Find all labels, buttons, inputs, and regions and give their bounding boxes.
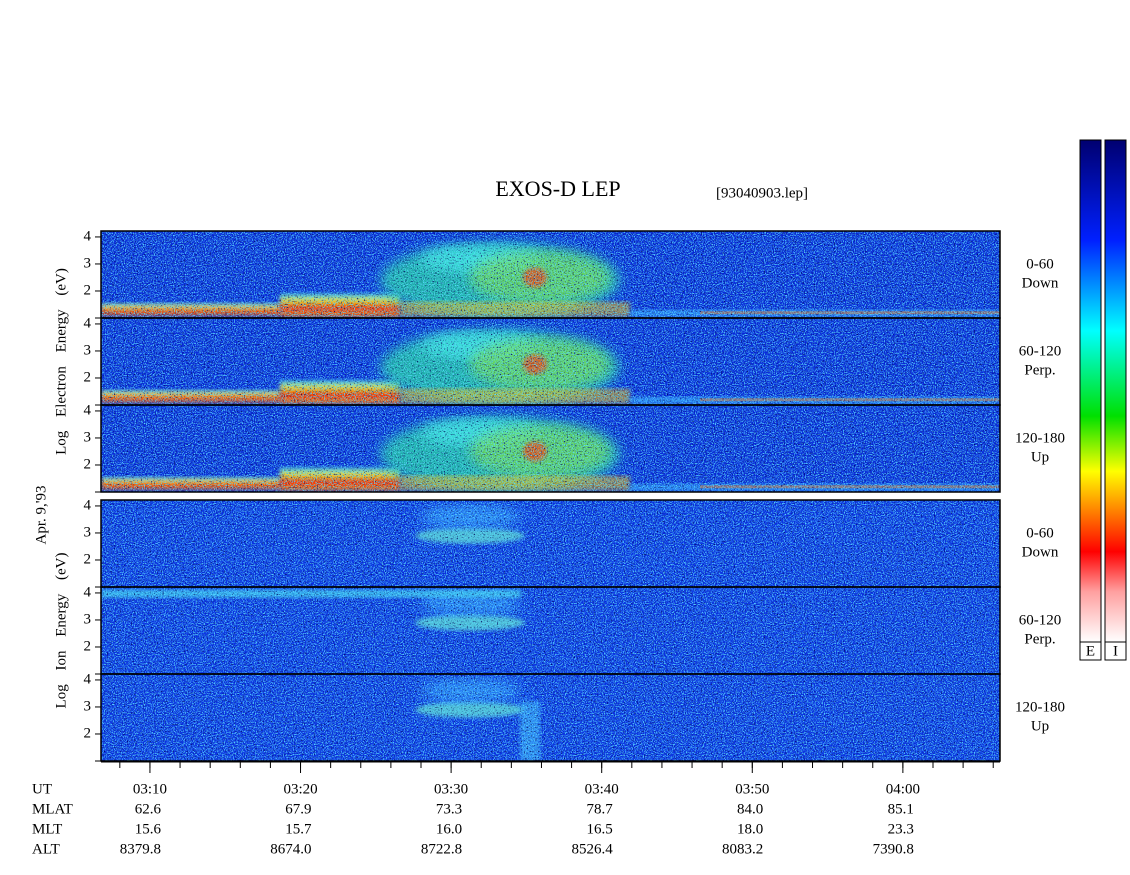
ephemeris-value: 16.5 [586, 821, 612, 837]
ephemeris-value: 8083.2 [722, 841, 763, 857]
y-tick-label: 3 [84, 429, 92, 445]
panel-label: 120-180 [1015, 430, 1065, 446]
y-tick-label: 3 [84, 342, 92, 358]
colorbar-label: E [1086, 643, 1095, 659]
panel-label: Perp. [1024, 631, 1055, 647]
noise [101, 587, 1000, 674]
colorbar [1104, 139, 1127, 643]
noise [101, 318, 1000, 405]
x-tick-label: 03:40 [585, 781, 619, 797]
y-tick-label: 2 [84, 638, 92, 654]
y-tick-label: 3 [84, 524, 92, 540]
panels [101, 231, 1000, 761]
spectrogram [101, 231, 1000, 318]
noise [101, 405, 1000, 492]
ephemeris-value: 18.0 [737, 821, 763, 837]
x-tick-label: 03:50 [735, 781, 769, 797]
y-tick-label: 3 [84, 255, 92, 271]
ephemeris-value: 67.9 [285, 801, 311, 817]
noise [101, 500, 1000, 587]
date-label: Apr. 9,'93 [33, 486, 49, 545]
y-tick-label: 2 [84, 551, 92, 567]
ephemeris-value: 8379.8 [120, 841, 161, 857]
ephemeris-value: 84.0 [737, 801, 763, 817]
y-tick-label: 4 [84, 315, 92, 331]
row-label: UT [32, 781, 52, 797]
y-tick-label: 2 [84, 369, 92, 385]
title: EXOS-D LEP [495, 176, 620, 201]
y-axis-label: Log Electron Energy (eV) [53, 268, 69, 455]
ephemeris-value: 15.7 [285, 821, 312, 837]
panel-label: 120-180 [1015, 699, 1065, 715]
panel-label: Up [1031, 449, 1049, 465]
x-tick-label: 04:00 [886, 781, 920, 797]
panel-label: 0-60 [1026, 525, 1054, 541]
y-tick-label: 4 [84, 402, 92, 418]
x-tick-label: 03:20 [283, 781, 317, 797]
colorbar-label-box [1079, 641, 1102, 661]
y-tick-label: 2 [84, 282, 92, 298]
ephemeris-value: 7390.8 [873, 841, 914, 857]
row-label: ALT [32, 841, 60, 857]
x-tick-label: 03:30 [434, 781, 468, 797]
colorbar [1079, 139, 1102, 643]
y-tick-label: 4 [84, 228, 92, 244]
panel-label: Down [1022, 544, 1059, 560]
y-tick-label: 2 [84, 456, 92, 472]
spectrogram [101, 500, 1000, 587]
ephemeris-value: 23.3 [888, 821, 914, 837]
ephemeris-value: 78.7 [586, 801, 613, 817]
y-tick-label: 3 [84, 611, 92, 627]
y-tick-label: 2 [84, 725, 92, 741]
ephemeris-value: 8526.4 [571, 841, 613, 857]
ephemeris-value: 8722.8 [421, 841, 462, 857]
y-tick-label: 4 [84, 497, 92, 513]
panel-frame [100, 673, 1001, 762]
panel-frame [100, 404, 1001, 493]
file-label: [93040903.lep] [716, 185, 808, 201]
panel-label: 60-120 [1019, 343, 1062, 359]
ephemeris-value: 16.0 [436, 821, 462, 837]
spectrogram [101, 405, 1000, 492]
panel-label: 60-120 [1019, 612, 1062, 628]
panel-label: Up [1031, 718, 1049, 734]
spectrogram [101, 318, 1000, 405]
y-tick-label: 3 [84, 698, 92, 714]
ephemeris-value: 85.1 [888, 801, 914, 817]
y-tick-label: 4 [84, 584, 92, 600]
row-label: MLT [32, 821, 62, 837]
panel-label: 0-60 [1026, 256, 1054, 272]
axes: Log Electron Energy (eV) 2 3 4 0-60 Down 2 3 4 60… [32, 139, 1127, 857]
spectrogram [101, 587, 1000, 674]
ephemeris-value: 8674.0 [270, 841, 311, 857]
spectrogram [101, 674, 1000, 761]
panel-label: Down [1022, 275, 1059, 291]
ephemeris-value: 15.6 [135, 821, 162, 837]
noise [101, 231, 1000, 318]
colorbar-label: I [1113, 643, 1118, 659]
ephemeris-value: 62.6 [135, 801, 162, 817]
panel-label: Perp. [1024, 362, 1055, 378]
y-tick-label: 4 [84, 671, 92, 687]
colorbar-label-box [1104, 641, 1127, 661]
noise [101, 674, 1000, 761]
ephemeris-value: 73.3 [436, 801, 462, 817]
y-axis-label: Log Ion Energy (eV) [53, 553, 69, 709]
row-label: MLAT [32, 801, 73, 817]
x-tick-label: 03:10 [133, 781, 167, 797]
